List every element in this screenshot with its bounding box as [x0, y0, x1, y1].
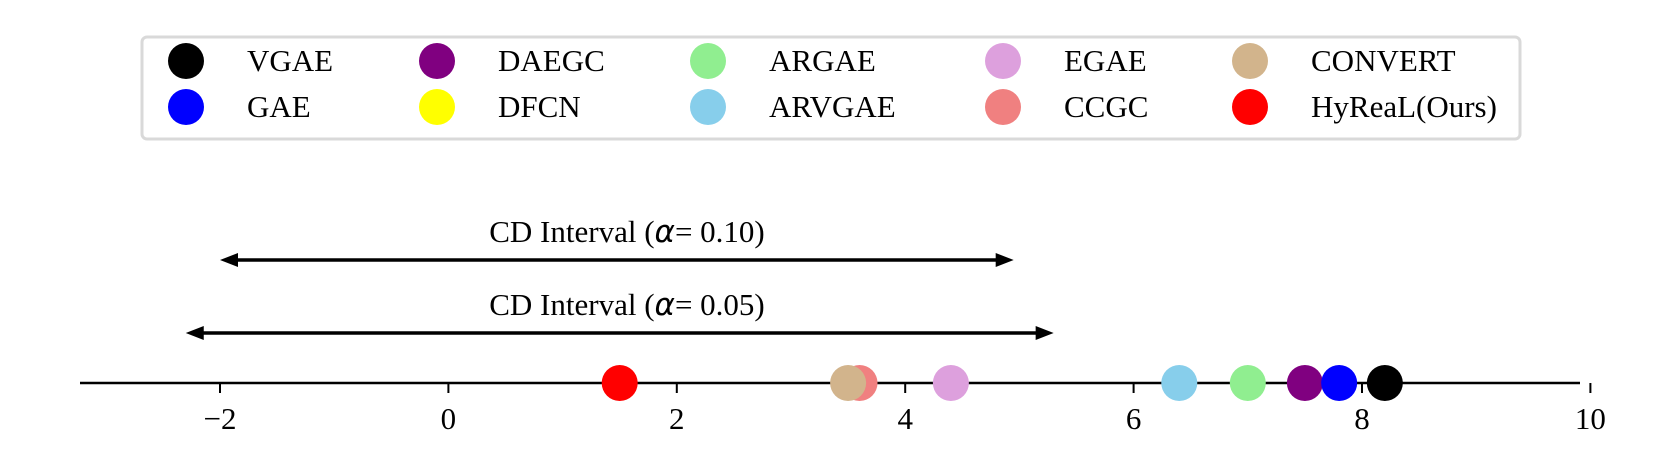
point-argae — [1229, 365, 1266, 401]
cd-interval-alpha: α — [655, 214, 675, 250]
legend-marker-egae — [985, 43, 1021, 79]
x-axis: −2 0 2 4 6 8 10 — [80, 381, 1606, 436]
cd-interval-label: CD Interval (α= 0.05) — [489, 287, 765, 323]
cd-interval-alpha: α — [655, 287, 675, 323]
arrowhead-right-icon — [1035, 326, 1054, 340]
arrowhead-left-icon — [220, 253, 238, 267]
tick-label: 6 — [1126, 401, 1142, 436]
tick-label: −2 — [204, 401, 237, 436]
legend-marker-convert — [1232, 43, 1268, 79]
point-gae — [1321, 365, 1358, 401]
tick-label: 2 — [669, 401, 685, 436]
cd-interval-label-prefix: CD Interval ( — [489, 287, 654, 322]
legend-label-argae: ARGAE — [769, 43, 876, 78]
cd-interval-2: CD Interval (α= 0.05) — [185, 287, 1054, 340]
tick-label: 8 — [1354, 401, 1370, 436]
legend-marker-ccgc — [985, 89, 1021, 125]
point-convert — [830, 365, 867, 401]
legend-label-convert: CONVERT — [1311, 43, 1456, 78]
point-hyreal-ours — [601, 365, 638, 401]
legend-label-dfcn: DFCN — [498, 89, 581, 124]
legend-label-daegc: DAEGC — [498, 43, 605, 78]
method-points — [601, 365, 1403, 401]
cd-interval-label: CD Interval (α= 0.10) — [489, 214, 765, 250]
arrowhead-left-icon — [185, 326, 204, 340]
legend-marker-dfcn — [419, 89, 455, 125]
tick-label: 10 — [1575, 401, 1606, 436]
legend-label-gae: GAE — [247, 89, 311, 124]
point-egae — [932, 365, 969, 401]
cd-interval-label-prefix: CD Interval ( — [489, 214, 654, 249]
cd-interval-1: CD Interval (α= 0.10) — [220, 214, 1014, 267]
cd-intervals: CD Interval (α= 0.10)CD Interval (α= 0.0… — [185, 214, 1054, 340]
legend-label-egae: EGAE — [1064, 43, 1147, 78]
legend-marker-hyreal-ours — [1232, 89, 1268, 125]
legend-label-arvgae: ARVGAE — [769, 89, 896, 124]
cd-interval-label-suffix: = 0.05) — [675, 287, 765, 322]
legend-label-hyreal-ours: HyReaL(Ours) — [1311, 89, 1497, 124]
legend: VGAE GAE DAEGC DFCN ARGAE ARVGAE EGAE CCGC CONVE… — [140, 35, 1522, 141]
legend-label-vgae: VGAE — [247, 43, 333, 78]
legend-marker-vgae — [168, 43, 204, 79]
legend-frame — [140, 35, 1522, 141]
arrowhead-right-icon — [995, 253, 1014, 267]
legend-marker-daegc — [419, 43, 455, 79]
point-vgae — [1366, 365, 1403, 401]
legend-marker-argae — [690, 43, 726, 79]
point-daegc — [1286, 365, 1323, 401]
point-arvgae — [1161, 365, 1198, 401]
cd-interval-label-suffix: = 0.10) — [675, 214, 765, 249]
legend-marker-gae — [168, 89, 204, 125]
tick-label: 0 — [441, 401, 457, 436]
legend-marker-arvgae — [690, 89, 726, 125]
legend-label-ccgc: CCGC — [1064, 89, 1148, 124]
tick-label: 4 — [897, 401, 913, 436]
